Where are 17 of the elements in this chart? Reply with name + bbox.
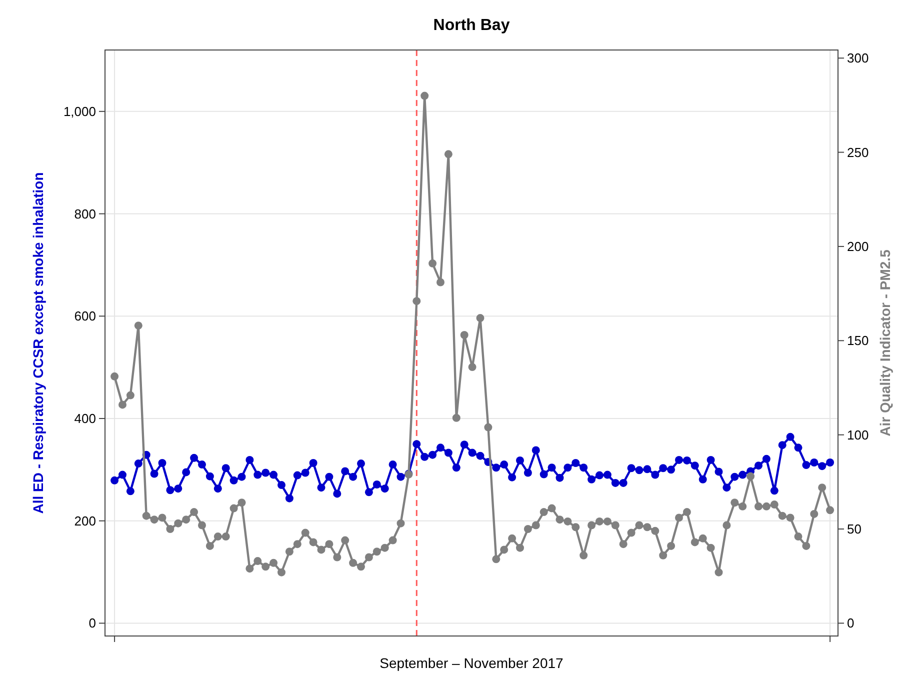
y2-tick-label: 50 (847, 522, 862, 537)
y2-tick-label: 250 (847, 144, 869, 160)
y2-tick-label: 150 (847, 333, 869, 348)
y-tick-label: 800 (74, 206, 96, 222)
y2-axis-title: Air Quality Indicator - PM2.5 (877, 249, 893, 436)
y2-tick-label: 300 (847, 50, 869, 66)
x-axis-title: September – November 2017 (380, 655, 564, 671)
y2-tick-label: 200 (847, 238, 869, 254)
y2-tick-label: 0 (847, 616, 854, 631)
y-tick-label: 200 (74, 513, 96, 528)
y2-tick-label: 100 (847, 427, 869, 442)
y-tick-label: 600 (74, 308, 96, 324)
y-tick-label: 0 (88, 616, 96, 631)
chart-title: North Bay (433, 17, 510, 34)
y-axis-title: All ED - Respiratory CCSR except smoke inhalation (30, 172, 46, 514)
y-tick-label: 1,000 (63, 104, 96, 119)
y-tick-label: 400 (74, 410, 96, 426)
